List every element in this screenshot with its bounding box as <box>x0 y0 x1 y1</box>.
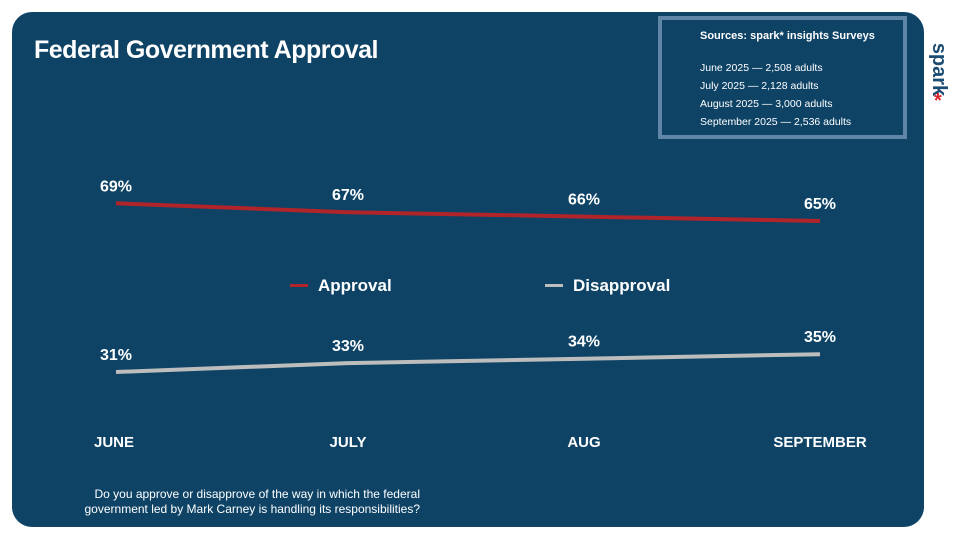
series-line-approval <box>115 201 821 223</box>
series-line-disapproval <box>115 352 821 374</box>
data-label-approval: 66% <box>568 192 600 209</box>
data-label-disapproval: 33% <box>332 338 364 355</box>
data-label-approval: 69% <box>100 178 132 195</box>
x-tick-label: AUG <box>567 434 600 451</box>
legend-approval-swatch <box>290 284 308 287</box>
page-title: Federal Government Approval <box>34 36 379 64</box>
x-tick-label: JUNE <box>94 434 134 451</box>
legend-disapproval-label: Disapproval <box>573 276 671 295</box>
source-line: July 2025 — 2,128 adults <box>700 80 819 92</box>
data-label-disapproval: 34% <box>568 334 600 351</box>
sources-box: Sources: spark* insights Surveys June 20… <box>658 16 907 139</box>
data-label-disapproval: 31% <box>100 347 132 364</box>
data-label-approval: 67% <box>332 187 364 204</box>
x-tick-label: JULY <box>330 434 367 451</box>
legend-approval-label: Approval <box>318 276 392 295</box>
x-tick-label: SEPTEMBER <box>773 434 867 451</box>
brand-text: spark <box>928 42 951 97</box>
brand-star-icon: * <box>934 90 942 112</box>
data-label-approval: 65% <box>804 196 836 213</box>
survey-question: Do you approve or disapprove of the way … <box>84 487 421 516</box>
legend-disapproval-swatch <box>545 284 563 287</box>
data-label-disapproval: 35% <box>804 329 836 346</box>
sources-heading: Sources: spark* insights Surveys <box>700 30 875 42</box>
source-line: September 2025 — 2,536 adults <box>700 116 852 128</box>
source-line: June 2025 — 2,508 adults <box>700 62 823 74</box>
spark-logo: spark * <box>928 36 952 112</box>
source-line: August 2025 — 3,000 adults <box>700 98 833 110</box>
